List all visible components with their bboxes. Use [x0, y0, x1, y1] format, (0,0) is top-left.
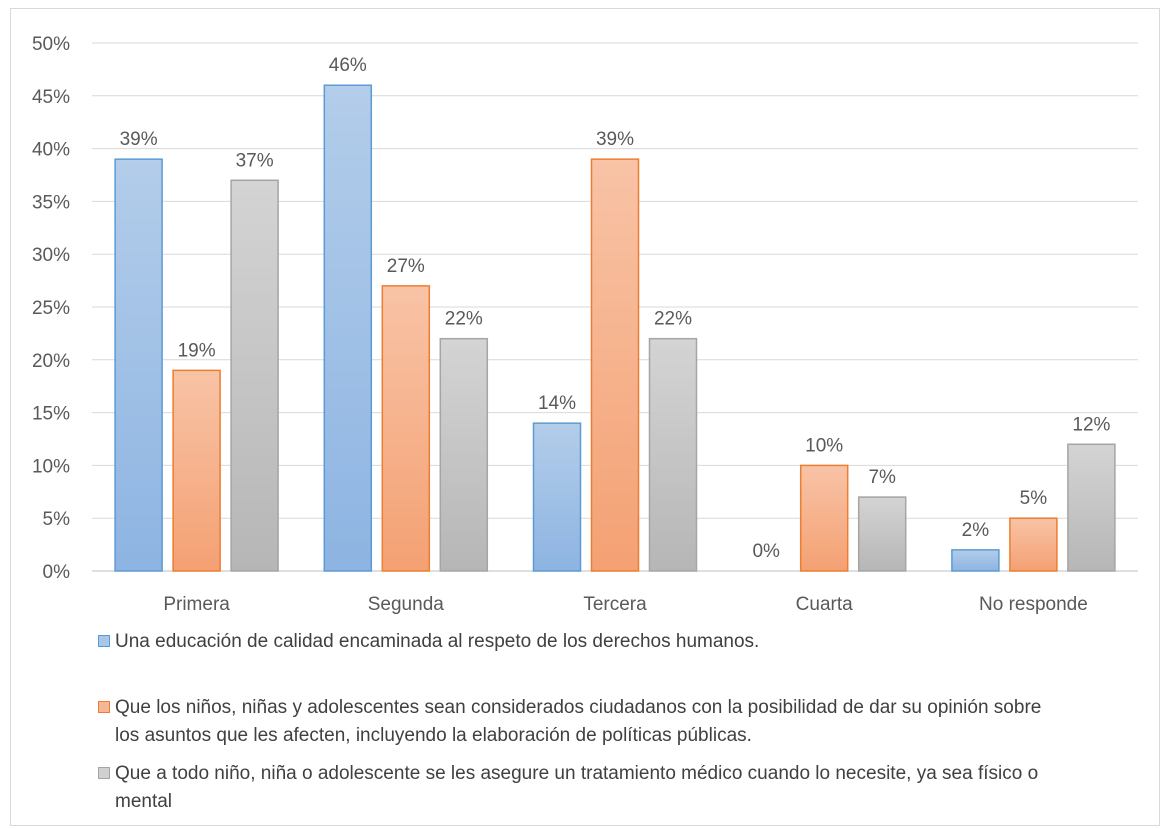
legend-label-2: Que los niños, niñas y adolescentes sean…: [115, 697, 1042, 746]
legend-label-1: Una educación de calidad encaminada al r…: [115, 631, 760, 652]
bar-1-segunda: [323, 84, 373, 572]
value-label: 39%: [120, 129, 158, 150]
y-tick-label: 0%: [43, 562, 71, 583]
legend-item-series-1: Una educación de calidad encaminada al r…: [98, 628, 1058, 656]
legend-label-3: Que a todo niño, niña o adolescente se l…: [115, 763, 1039, 812]
value-label: 22%: [445, 309, 483, 330]
bar-2-primera: [172, 369, 221, 572]
legend-item-series-2: Que los niños, niñas y adolescentes sean…: [98, 694, 1058, 750]
bars: [114, 84, 1116, 572]
value-label: 46%: [329, 55, 367, 76]
y-tick-label: 45%: [32, 87, 70, 108]
value-label: 0%: [752, 541, 780, 562]
legend-item-series-3: Que a todo niño, niña o adolescente se l…: [98, 760, 1058, 816]
y-tick-label: 40%: [32, 140, 70, 161]
legend-swatch-3: [98, 767, 110, 779]
bar-3-no-responde: [1067, 443, 1116, 572]
category-label: Primera: [163, 594, 230, 615]
category-label: No responde: [979, 594, 1088, 615]
y-tick-label: 10%: [32, 456, 70, 477]
y-tick-label: 35%: [32, 192, 70, 213]
value-label: 7%: [868, 467, 896, 488]
category-label: Tercera: [583, 594, 647, 615]
bar-2-tercera: [590, 158, 640, 572]
category-label: Segunda: [368, 594, 445, 615]
value-label: 19%: [178, 340, 216, 361]
y-tick-label: 25%: [32, 298, 70, 319]
bar-3-primera: [230, 179, 279, 572]
value-label: 5%: [1020, 488, 1048, 509]
value-labels: 39% 19% 37% 46% 27% 22% 14% 39% 22% 0% 10% 7% 2% 5% 12…: [120, 55, 1111, 562]
y-axis-labels: 0% 5% 10% 15% 20% 25% 30% 35% 40% 45% 50%: [32, 34, 70, 583]
legend-swatch-1: [98, 635, 110, 647]
x-axis-labels: Primera Segunda Tercera Cuarta No responde: [163, 594, 1087, 615]
bar-1-tercera: [532, 422, 582, 572]
y-tick-label: 30%: [32, 245, 70, 266]
value-label: 2%: [962, 520, 990, 541]
value-label: 37%: [236, 150, 274, 171]
bar-3-tercera: [648, 337, 698, 572]
y-tick-label: 50%: [32, 34, 70, 55]
bar-2-cuarta: [799, 464, 849, 572]
value-label: 12%: [1072, 414, 1110, 435]
category-label: Cuarta: [796, 594, 853, 615]
bar-1-no-responde: [951, 549, 1000, 572]
bar-2-segunda: [381, 285, 431, 572]
value-label: 22%: [654, 309, 692, 330]
bar-3-cuarta: [857, 496, 907, 572]
value-label: 27%: [387, 256, 425, 277]
value-label: 10%: [805, 435, 843, 456]
bar-1-primera: [114, 158, 163, 572]
value-label: 39%: [596, 129, 634, 150]
y-tick-label: 20%: [32, 351, 70, 372]
bar-3-segunda: [439, 337, 489, 572]
value-label: 14%: [538, 393, 576, 414]
y-tick-label: 5%: [43, 509, 71, 530]
legend-swatch-2: [98, 701, 110, 713]
bar-2-no-responde: [1009, 517, 1058, 572]
y-tick-label: 15%: [32, 404, 70, 425]
